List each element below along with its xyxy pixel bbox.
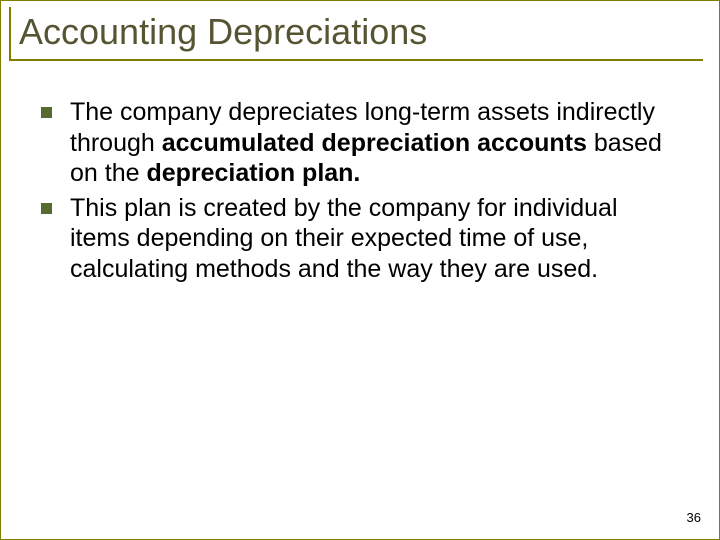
title-area: Accounting Depreciations (1, 1, 719, 59)
title-rule-horizontal (9, 59, 703, 61)
bullet-text: The company depreciates long-term assets… (70, 97, 679, 189)
bullet-item: The company depreciates long-term assets… (41, 97, 679, 189)
slide-title: Accounting Depreciations (15, 11, 705, 53)
title-rule-vertical (9, 7, 11, 61)
bullet-text: This plan is created by the company for … (70, 193, 679, 285)
slide: Accounting Depreciations The company dep… (0, 0, 720, 540)
slide-body: The company depreciates long-term assets… (1, 59, 719, 284)
square-bullet-icon (41, 203, 52, 214)
square-bullet-icon (41, 107, 52, 118)
page-number: 36 (687, 510, 701, 525)
bullet-item: This plan is created by the company for … (41, 193, 679, 285)
